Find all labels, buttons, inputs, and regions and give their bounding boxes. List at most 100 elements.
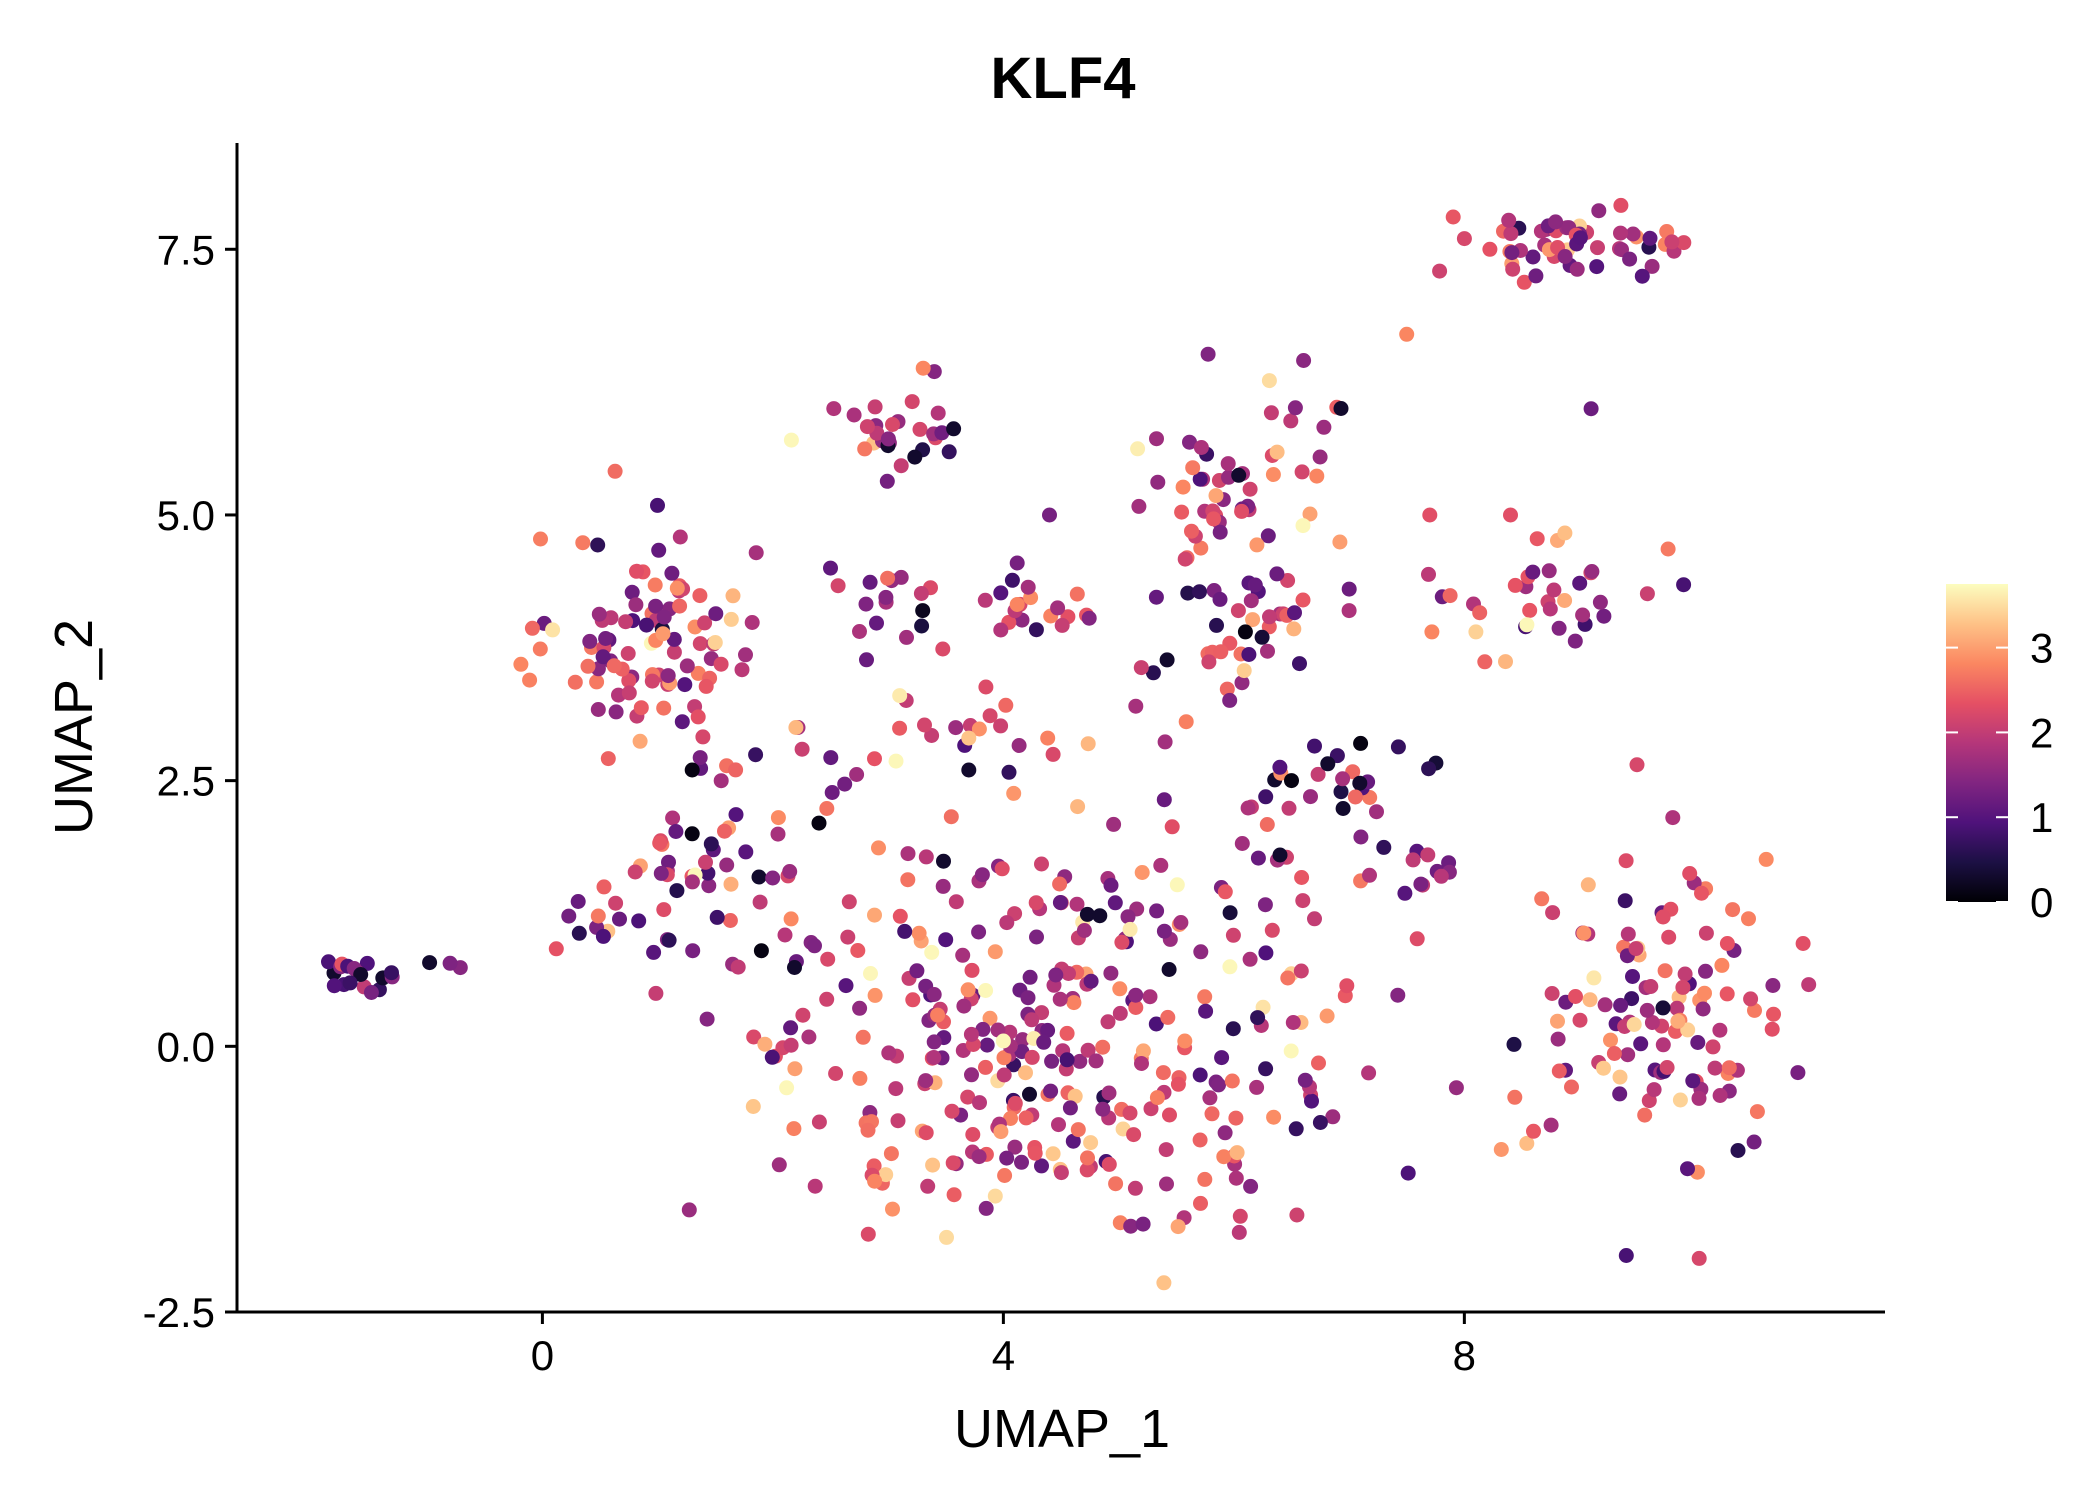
data-point — [974, 867, 990, 883]
data-point — [892, 720, 908, 736]
data-point — [1053, 1165, 1069, 1181]
data-point — [656, 902, 672, 918]
data-point — [823, 560, 838, 576]
data-point — [1269, 566, 1285, 582]
data-point — [571, 925, 587, 941]
data-point — [993, 718, 1009, 734]
data-point — [644, 673, 660, 689]
data-point — [582, 633, 598, 649]
data-point — [1669, 1000, 1685, 1016]
data-point — [801, 1029, 817, 1045]
data-point — [1263, 405, 1279, 421]
data-point — [666, 644, 682, 660]
data-point — [608, 704, 624, 720]
data-point — [1272, 847, 1288, 863]
data-point — [1232, 1208, 1248, 1224]
data-point — [1258, 945, 1274, 961]
data-point — [1149, 431, 1164, 447]
data-point — [1185, 460, 1201, 476]
data-point — [1250, 850, 1266, 866]
data-point — [1347, 789, 1363, 805]
data-point — [1557, 525, 1573, 541]
data-point — [926, 1050, 942, 1065]
data-point — [1225, 927, 1241, 943]
data-point — [681, 1202, 697, 1218]
data-point — [1622, 251, 1638, 267]
data-point — [1400, 1165, 1416, 1181]
data-point — [1421, 761, 1437, 777]
data-point — [1003, 1111, 1018, 1126]
data-point — [879, 473, 895, 489]
data-point — [1018, 1065, 1033, 1081]
data-point — [748, 545, 764, 561]
data-point — [1182, 434, 1197, 450]
data-point — [867, 1173, 883, 1189]
data-point — [1261, 373, 1277, 389]
data-point — [1092, 908, 1108, 924]
data-point — [1576, 925, 1592, 941]
data-point — [1222, 905, 1238, 921]
data-point — [1107, 895, 1123, 911]
data-point — [321, 954, 336, 970]
data-point — [880, 570, 896, 586]
data-point — [1698, 925, 1714, 941]
data-point — [1519, 1135, 1535, 1151]
data-point — [900, 846, 916, 862]
data-point — [1287, 605, 1302, 621]
data-point — [1506, 1036, 1522, 1052]
data-point — [1076, 923, 1092, 938]
data-point — [978, 1059, 993, 1075]
data-point — [1212, 591, 1228, 607]
data-point — [1287, 400, 1303, 416]
data-point — [960, 982, 976, 998]
data-point — [1551, 620, 1567, 636]
data-point — [939, 1229, 954, 1245]
data-point — [858, 596, 874, 612]
data-point — [819, 801, 835, 816]
data-point — [1472, 605, 1488, 621]
data-point — [1422, 507, 1438, 523]
data-point — [840, 929, 856, 945]
data-point — [788, 720, 804, 735]
data-point — [1178, 714, 1194, 730]
data-point — [1747, 1002, 1762, 1018]
data-point — [1200, 346, 1216, 362]
data-point — [1567, 633, 1583, 649]
data-point — [1316, 419, 1332, 435]
data-point — [846, 407, 862, 423]
data-point — [1526, 1123, 1541, 1139]
data-point — [589, 674, 605, 690]
data-point — [841, 894, 857, 910]
data-point — [857, 441, 873, 457]
data-point — [971, 721, 987, 737]
y-tick-label: -2.5 — [143, 1289, 215, 1336]
data-point — [1522, 602, 1538, 618]
data-point — [1620, 926, 1636, 942]
data-point — [1202, 1090, 1218, 1106]
data-point — [442, 955, 458, 971]
data-point — [633, 700, 649, 716]
data-point — [1691, 1090, 1707, 1106]
data-point — [1044, 1053, 1060, 1069]
data-point — [745, 1099, 761, 1114]
data-point — [725, 588, 741, 604]
data-point — [655, 626, 671, 642]
data-point — [1691, 1250, 1707, 1266]
data-point — [1617, 893, 1633, 909]
data-point — [1011, 738, 1027, 753]
data-point — [1204, 1106, 1220, 1122]
data-point — [1211, 1077, 1226, 1093]
data-point — [945, 1155, 961, 1171]
data-point — [1335, 801, 1351, 816]
data-point — [353, 967, 369, 982]
data-point — [660, 668, 676, 684]
data-point — [1280, 970, 1296, 986]
data-point — [960, 1089, 976, 1105]
data-point — [1442, 588, 1458, 604]
data-point — [1433, 868, 1449, 884]
data-point — [918, 1125, 934, 1141]
data-point — [1572, 230, 1588, 246]
data-point — [1568, 989, 1583, 1004]
data-point — [1589, 259, 1605, 275]
